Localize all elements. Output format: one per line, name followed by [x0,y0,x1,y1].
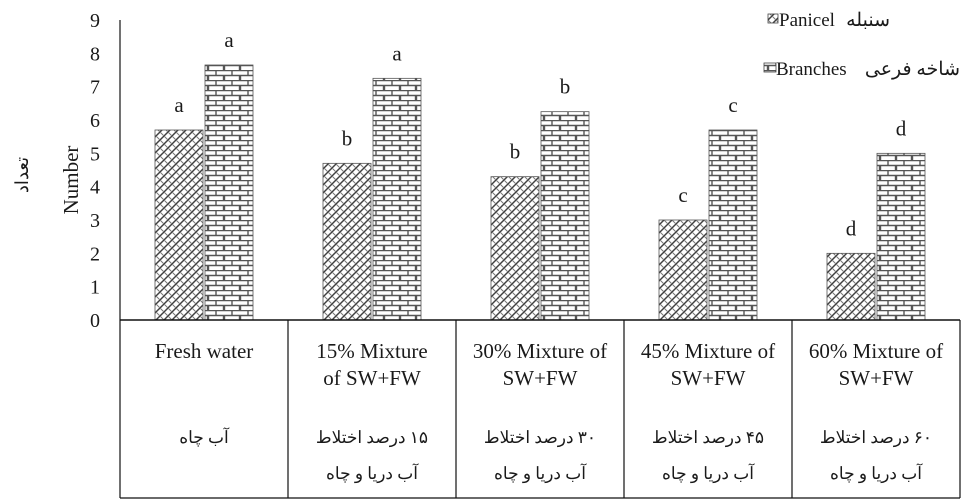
significance-letter: a [174,93,184,117]
category-label-fa: آب دریا و چاه [662,462,755,484]
bar-panicel [826,252,876,321]
category-label-fa: آب دریا و چاه [830,462,923,484]
bar-branches [876,152,926,321]
bar-branches [708,129,758,321]
bars [154,64,926,321]
legend-label-panicel-fa: سنبله [846,10,890,31]
category-label: of SW+FW [323,366,421,390]
significance-letter: a [392,41,402,65]
significance-letter: c [728,93,737,117]
bar-branches [372,77,422,321]
category-label-fa: ۳۰ درصد اختلاط [484,428,596,448]
legend-label-panicel: Panicel [779,10,835,31]
y-tick-label: 2 [90,243,100,265]
y-tick-label: 7 [90,77,100,99]
category-label-fa: ۱۵ درصد اختلاط [316,428,428,448]
category-label: 30% Mixture of [473,339,607,363]
significance-letter: b [560,75,571,99]
legend-label-branches-fa: شاخه فرعی [865,59,960,80]
legend-item-branches: Branches شاخه فرعی [763,59,960,80]
bar-branches [204,64,254,321]
legend-label-branches: Branches [776,59,847,80]
bar-panicel [490,176,540,321]
y-tick-label: 4 [90,177,100,199]
bar-branches [540,111,590,321]
legend-item-panicel: Panicel سنبله [767,10,890,31]
bar-panicel [322,162,372,321]
y-tick-label: 3 [90,210,100,232]
y-tick-label: 0 [90,310,100,332]
legend-swatch-branches [763,62,777,73]
legend: Panicel سنبله Branches شاخه فرعی [763,10,960,80]
category-label: SW+FW [503,366,578,390]
y-tick-label: 5 [90,143,100,165]
category-label: 15% Mixture [316,339,427,363]
category-label-fa: آب دریا و چاه [494,462,587,484]
significance-letter: b [342,126,353,150]
category-table: Fresh water آب چاه 15% Mixture of SW+FW ۱۵ د… [119,319,961,499]
category-label-fa: ۶۰ درصد اختلاط [820,428,932,448]
category-label: SW+FW [671,366,746,390]
category-label: 45% Mixture of [641,339,775,363]
significance-letter: d [846,216,857,240]
significance-letter: d [896,116,907,140]
y-tick-labels: 0 1 2 3 4 5 6 7 8 9 [90,10,100,332]
category-label-fa: آب دریا و چاه [326,462,419,484]
significance-letter: b [510,140,521,164]
y-axis-label: Number [59,146,83,215]
significance-letter: c [678,183,687,207]
y-tick-label: 9 [90,10,100,32]
category-label: Fresh water [155,339,254,363]
bar-panicel [658,219,708,321]
category-label-fa: آب چاه [179,426,230,448]
category-label: 60% Mixture of [809,339,943,363]
bar-panicel [154,129,204,321]
category-label-fa: ۴۵ درصد اختلاط [652,428,764,448]
y-axis-label-fa: تعداد [12,157,32,193]
category-label: SW+FW [839,366,914,390]
y-tick-label: 6 [90,110,100,132]
y-axis: 0 1 2 3 4 5 6 7 8 9 Number تعداد [12,10,121,332]
legend-swatch-panicel [767,13,779,24]
significance-letter: a [224,28,234,52]
y-tick-label: 1 [90,277,100,299]
significance-letters: a a b a b b c c d d [174,28,906,240]
y-tick-label: 8 [90,43,100,65]
